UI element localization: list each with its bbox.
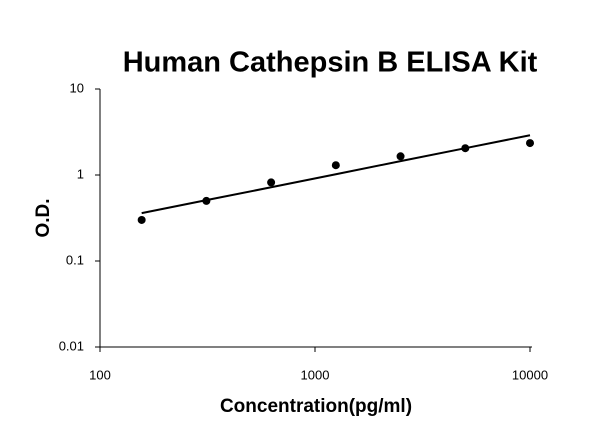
x-tick-label: 1000 bbox=[301, 367, 330, 382]
data-point bbox=[396, 152, 405, 161]
data-point bbox=[137, 215, 146, 224]
y-axis-title: O.D. bbox=[33, 198, 54, 237]
data-point bbox=[331, 161, 340, 170]
data-point bbox=[267, 178, 276, 187]
y-tick-label: 0.01 bbox=[59, 338, 84, 353]
chart-title: Human Cathepsin B ELISA Kit bbox=[123, 47, 538, 79]
data-point bbox=[526, 139, 534, 148]
x-tick-label: 100 bbox=[89, 367, 111, 382]
y-tick-label: 0.1 bbox=[66, 252, 84, 267]
y-tick-label: 10 bbox=[70, 80, 84, 95]
y-tick-label: 1 bbox=[77, 166, 84, 181]
x-axis-title: Concentration(pg/ml) bbox=[220, 396, 412, 417]
fit-line bbox=[141, 134, 531, 215]
x-tick-label: 10000 bbox=[512, 367, 548, 382]
